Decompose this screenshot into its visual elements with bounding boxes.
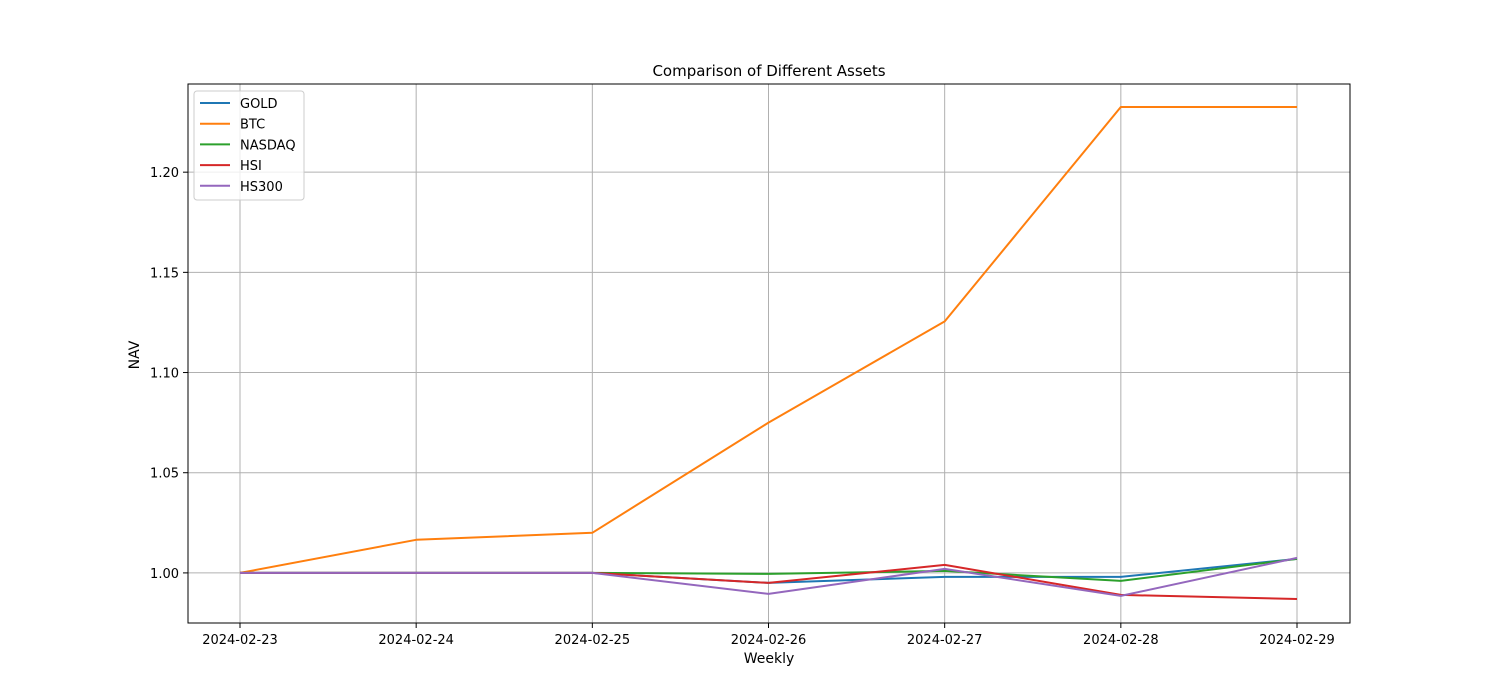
y-tick-label: 1.10 <box>150 367 179 382</box>
grid <box>188 84 1350 623</box>
series-lines <box>239 106 1298 600</box>
chart-title: Comparison of Different Assets <box>652 62 885 80</box>
y-tick-label: 1.05 <box>150 467 179 482</box>
x-axis-label: Weekly <box>744 651 795 667</box>
legend-label-nasdaq: NASDAQ <box>240 138 296 153</box>
legend: GOLD BTC NASDAQ HSI HS300 <box>193 90 305 201</box>
y-axis-label: NAV <box>127 340 143 369</box>
x-axis-ticks: 2024-02-23 2024-02-24 2024-02-25 2024-02-26… <box>202 623 1335 648</box>
legend-label-hs300: HS300 <box>240 180 283 195</box>
y-axis-ticks: 1.00 1.05 1.10 1.15 1.20 <box>150 166 188 582</box>
legend-label-btc: BTC <box>240 118 265 133</box>
legend-box <box>193 90 305 201</box>
series-line-hs300 <box>240 556 1298 597</box>
x-tick-label: 2024-02-23 <box>202 633 278 648</box>
x-tick-label: 2024-02-24 <box>378 633 454 648</box>
legend-label-hsi: HSI <box>240 159 262 174</box>
y-tick-label: 1.15 <box>150 266 179 281</box>
series-line-btc <box>239 106 1297 574</box>
x-tick-label: 2024-02-26 <box>731 633 807 648</box>
x-tick-label: 2024-02-25 <box>555 633 631 648</box>
y-tick-label: 1.00 <box>150 567 179 582</box>
x-tick-label: 2024-02-28 <box>1083 633 1159 648</box>
x-tick-label: 2024-02-29 <box>1259 633 1335 648</box>
legend-label-gold: GOLD <box>240 97 278 112</box>
y-tick-label: 1.20 <box>150 166 179 181</box>
x-tick-label: 2024-02-27 <box>907 633 983 648</box>
